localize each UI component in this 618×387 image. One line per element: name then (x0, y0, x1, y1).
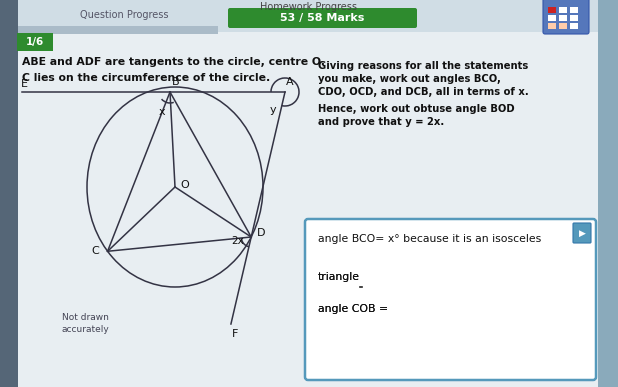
FancyBboxPatch shape (548, 23, 556, 29)
Text: 53 / 58 Marks: 53 / 58 Marks (280, 13, 364, 23)
Text: C: C (91, 246, 99, 256)
FancyBboxPatch shape (17, 33, 53, 51)
Text: angle BCO= x° because it is an isosceles: angle BCO= x° because it is an isosceles (318, 234, 541, 244)
Text: Not drawn: Not drawn (62, 312, 108, 322)
Text: accurately: accurately (61, 325, 109, 334)
Text: O: O (180, 180, 189, 190)
Text: angle COB =: angle COB = (318, 304, 388, 314)
Text: Question Progress: Question Progress (80, 10, 169, 20)
Text: Giving reasons for all the statements: Giving reasons for all the statements (318, 61, 528, 71)
FancyBboxPatch shape (573, 223, 591, 243)
Text: triangle: triangle (318, 272, 360, 282)
Text: Hence, work out obtuse angle BOD: Hence, work out obtuse angle BOD (318, 104, 515, 114)
FancyBboxPatch shape (548, 15, 556, 21)
Text: triangle: triangle (318, 272, 360, 282)
Text: angle COB =: angle COB = (318, 304, 388, 314)
FancyBboxPatch shape (18, 26, 218, 34)
Text: CDO, OCD, and DCB, all in terms of x.: CDO, OCD, and DCB, all in terms of x. (318, 87, 529, 97)
FancyBboxPatch shape (0, 0, 18, 387)
Text: y: y (269, 105, 276, 115)
Text: ABE and ADF are tangents to the circle, centre O.: ABE and ADF are tangents to the circle, … (22, 57, 325, 67)
Text: C lies on the circumference of the circle.: C lies on the circumference of the circl… (22, 73, 270, 83)
FancyBboxPatch shape (559, 7, 567, 13)
Text: A: A (286, 77, 294, 87)
FancyBboxPatch shape (570, 15, 578, 21)
Text: F: F (232, 329, 238, 339)
Text: B: B (172, 77, 180, 87)
FancyBboxPatch shape (559, 15, 567, 21)
FancyBboxPatch shape (598, 0, 618, 387)
Text: D: D (257, 228, 266, 238)
Text: and prove that y = 2x.: and prove that y = 2x. (318, 117, 444, 127)
Text: 1/6: 1/6 (26, 37, 44, 47)
Text: Homework Progress: Homework Progress (261, 2, 357, 12)
FancyBboxPatch shape (570, 7, 578, 13)
Text: ▶: ▶ (578, 228, 585, 238)
FancyBboxPatch shape (548, 7, 556, 13)
FancyBboxPatch shape (228, 8, 417, 28)
FancyBboxPatch shape (18, 0, 598, 387)
FancyBboxPatch shape (543, 0, 589, 34)
FancyBboxPatch shape (559, 23, 567, 29)
Text: you make, work out angles BCO,: you make, work out angles BCO, (318, 74, 501, 84)
Text: x: x (159, 107, 165, 117)
FancyBboxPatch shape (570, 23, 578, 29)
FancyBboxPatch shape (18, 0, 598, 32)
Text: E: E (20, 79, 27, 89)
Text: 2x: 2x (231, 236, 243, 246)
FancyBboxPatch shape (305, 219, 596, 380)
